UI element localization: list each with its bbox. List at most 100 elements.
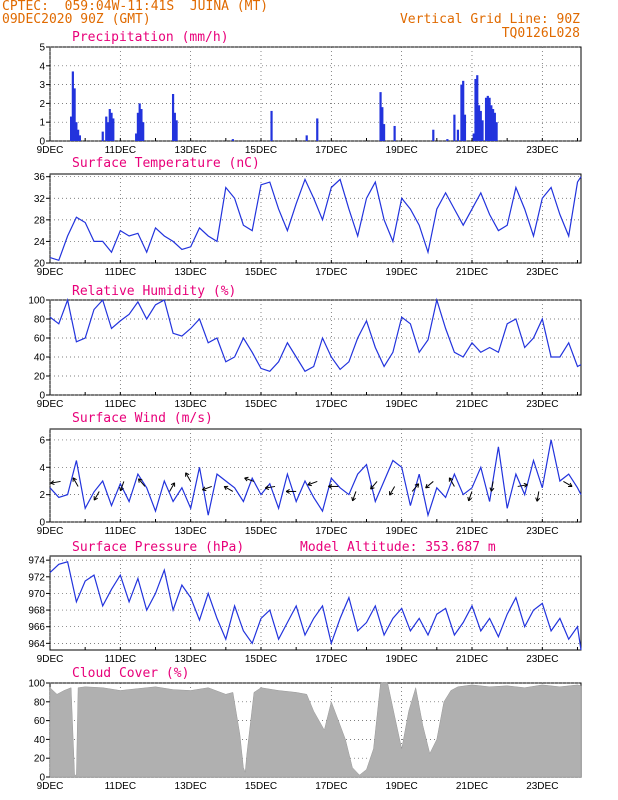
precip-bar — [142, 122, 145, 141]
wind-arrow-head — [389, 492, 394, 496]
wind-arrow-shaft — [448, 477, 455, 487]
wind-arrow-head — [120, 487, 124, 492]
wind-arrow — [93, 491, 100, 501]
wind-arrow-shaft — [50, 480, 61, 484]
y-tick-label: 6 — [39, 435, 45, 446]
precip-bar — [486, 95, 489, 141]
wind-arrow — [411, 483, 420, 492]
precip-bar — [135, 133, 138, 141]
wind-arrow-head — [119, 486, 121, 491]
wind-arrow-head — [536, 497, 541, 502]
wind-arrow-head — [417, 483, 420, 488]
x-tick-label: 15DEC — [245, 145, 277, 156]
panel-title: Surface Wind (m/s) — [72, 411, 213, 426]
wind-arrow-head — [425, 483, 428, 489]
precip-bar — [477, 105, 481, 141]
wind-arrow — [244, 476, 255, 482]
wind-arrow-shaft — [536, 491, 540, 502]
y-tick-label: 966 — [28, 622, 45, 633]
x-tick-label: 17DEC — [315, 267, 347, 278]
panel-title: Surface Pressure (hPa) — [72, 540, 244, 555]
panel-title: Surface Temperature (nC) — [72, 156, 260, 171]
wind-arrow-head — [223, 486, 227, 491]
panel-cloud: 0 20 40 60 80 100 9DEC 11DEC 13DEC 15DEC 17DEC 19DE… — [28, 666, 582, 792]
x-tick-label: 13DEC — [175, 781, 207, 792]
x-tick-label: 9DEC — [37, 526, 64, 537]
precip-bar — [495, 122, 498, 141]
x-tick-label: 17DEC — [315, 399, 347, 410]
panel-frame — [49, 46, 582, 142]
wind-arrow — [169, 482, 176, 492]
precip-bar — [77, 129, 80, 141]
wind-arrow-shaft — [185, 472, 192, 482]
x-tick-label: 9DEC — [37, 781, 64, 792]
precip-bar — [305, 135, 308, 141]
panel-title: Precipitation (mm/h) — [72, 30, 229, 45]
precip-bar — [474, 78, 477, 141]
temp-line — [49, 176, 582, 262]
wind-arrow — [351, 491, 357, 502]
x-tick-label: 11DEC — [105, 781, 137, 792]
x-tick-label: 13DEC — [175, 654, 207, 665]
wind-arrow-shaft — [223, 486, 234, 492]
precip-bar — [105, 116, 108, 141]
wind-arrow — [328, 483, 339, 489]
precip-bar — [231, 139, 234, 141]
y-tick-label: 2 — [39, 490, 45, 501]
x-tick-label: 21DEC — [456, 654, 488, 665]
wind-arrow-shaft — [119, 481, 125, 492]
y-tick-label: 40 — [34, 735, 46, 746]
wind-arrow — [285, 488, 297, 494]
y-tick-label: 80 — [34, 697, 46, 708]
wind-arrow — [535, 491, 541, 502]
wind-arrow-head — [307, 484, 312, 487]
panel-press: 964 966 968 970 972 974 9DEC 11DEC 13DEC 15DEC 17D… — [28, 540, 582, 665]
x-tick-label: 17DEC — [315, 654, 347, 665]
precip-bar — [481, 120, 484, 141]
x-tick-label: 13DEC — [175, 267, 207, 278]
wind-arrow-head — [50, 480, 55, 484]
y-tick-label: 968 — [28, 606, 45, 617]
y-tick-label: 20 — [34, 754, 46, 765]
y-tick-label: 4 — [39, 61, 45, 72]
wind-arrow — [425, 481, 434, 489]
wind-arrow-head — [414, 483, 419, 486]
y-tick-label: 60 — [34, 334, 46, 345]
x-tick-label: 13DEC — [175, 145, 207, 156]
wind-arrow — [138, 478, 146, 487]
y-tick-label: 100 — [28, 679, 45, 690]
x-tick-label: 11DEC — [105, 145, 137, 156]
wind-arrow-head — [244, 476, 249, 479]
wind-arrow-head — [264, 485, 269, 489]
x-tick-label: 15DEC — [245, 526, 277, 537]
x-tick-label: 11DEC — [105, 267, 137, 278]
x-tick-label: 15DEC — [245, 399, 277, 410]
wind-arrow-head — [351, 496, 354, 501]
wind-arrow-head — [138, 478, 140, 483]
panel-title: Cloud Cover (%) — [72, 666, 189, 681]
x-tick-label: 13DEC — [175, 399, 207, 410]
precip-bar — [78, 135, 81, 141]
precip-bar — [463, 114, 467, 141]
wind-arrow — [467, 491, 473, 502]
wind-arrow-head — [468, 497, 472, 502]
precip-bar — [108, 109, 111, 141]
wind-arrow — [307, 480, 318, 487]
wind-arrow-shaft — [169, 482, 175, 492]
precip-bar — [490, 105, 493, 141]
y-tick-label: 20 — [34, 259, 46, 270]
x-tick-label: 11DEC — [105, 526, 137, 537]
wind-arrow — [264, 485, 276, 491]
x-tick-label: 23DEC — [526, 654, 558, 665]
x-tick-label: 19DEC — [386, 526, 418, 537]
wind-arrow-head — [523, 482, 528, 486]
wind-arrow — [448, 477, 455, 487]
x-tick-label: 15DEC — [245, 654, 277, 665]
precip-bar — [379, 92, 382, 141]
y-tick-label: 24 — [34, 237, 46, 248]
y-tick-label: 0 — [39, 518, 45, 529]
wind-arrow-shaft — [93, 491, 100, 501]
wind-arrow-head — [138, 478, 143, 481]
y-tick-label: 0 — [39, 773, 45, 784]
wind-arrow-shaft — [244, 477, 255, 482]
